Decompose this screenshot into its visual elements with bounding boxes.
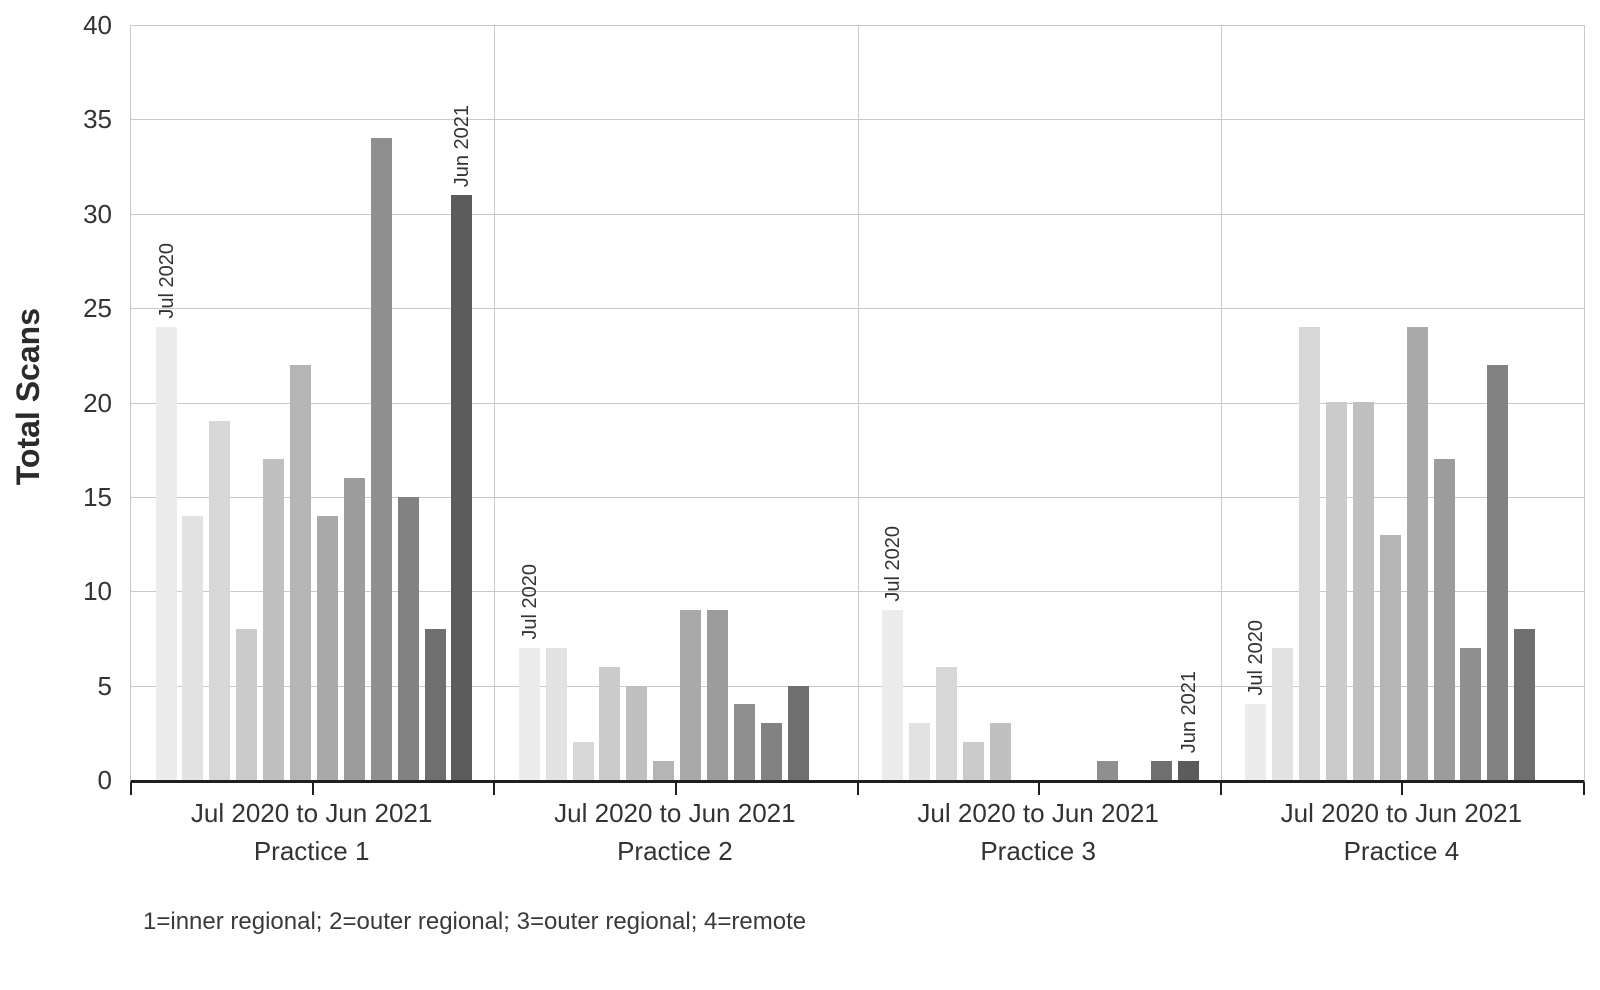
bar-practice2-feb2021 [707,610,728,780]
x-axis-tick [130,783,132,795]
bar-month-annotation: Jun 2021 [451,104,473,187]
bar-month-annotation: Jul 2020 [156,243,178,319]
bar-practice4-oct2020 [1326,402,1347,780]
y-tick-label: 10 [83,576,112,607]
bar-practice1-nov2020 [263,459,284,780]
bar-practice3-jun2021 [1178,761,1199,780]
group-label-period: Jul 2020 to Jun 2021 [190,798,433,828]
group-label-practice: Practice 4 [1343,836,1460,866]
bar-month-annotation: Jul 2020 [1245,620,1267,696]
bar-practice3-oct2020 [963,742,984,780]
bar-practice3-may2021 [1151,761,1172,780]
bar-practice2-mar2021 [734,704,755,780]
bar-practice2-jan2021 [680,610,701,780]
x-axis-tick [675,783,677,795]
bar-practice4-aug2020 [1272,648,1293,780]
bar-practice1-mar2021 [371,138,392,780]
bar-practice1-may2021 [425,629,446,780]
y-tick-label: 40 [83,10,112,40]
bar-month-annotation: Jul 2020 [519,564,541,640]
bar-practice1-oct2020 [236,629,257,780]
y-tick-label: 0 [97,765,112,795]
y-tick-label: 20 [83,387,112,418]
bar-practice3-nov2020 [990,723,1011,780]
bar-practice1-sep2020 [209,421,230,780]
bar-practice2-may2021 [788,686,809,780]
y-tick-label: 35 [83,104,112,135]
gridline [131,213,1584,215]
x-axis-tick [1401,783,1403,795]
bar-practice1-jan2021 [317,516,338,780]
x-axis-tick [1220,783,1222,795]
bar-practice4-jan2021 [1407,327,1428,780]
bar-practice2-nov2020 [626,686,647,780]
bar-practice1-jun2021 [451,195,472,780]
bar-practice2-sep2020 [573,742,594,780]
bar-practice3-sep2020 [936,667,957,780]
bar-practice2-apr2021 [761,723,782,780]
x-axis-tick [493,783,495,795]
bar-practice1-jul2020 [156,327,177,780]
x-axis-tick [857,783,859,795]
bar-practice1-aug2020 [182,516,203,780]
bar-practice4-may2021 [1514,629,1535,780]
group-label-practice: Practice 1 [253,836,370,866]
bar-practice4-nov2020 [1353,402,1374,780]
gridline [131,591,1584,593]
bar-month-annotation: Jun 2021 [1178,670,1200,753]
y-tick-label: 5 [97,670,112,701]
bar-practice1-dec2020 [290,365,311,780]
plot-area: Jul 2020 Jun 2021 Jul 2020 Jul 2020 Jun 2021… [130,25,1585,795]
bar-practice3-jul2020 [882,610,903,780]
gridline [131,308,1584,310]
bar-practice4-mar2021 [1460,648,1481,780]
bar-practice3-mar2021 [1097,761,1118,780]
bar-practice4-apr2021 [1487,365,1508,780]
group-label-period: Jul 2020 to Jun 2021 [554,798,796,828]
bar-month-annotation: Jul 2020 [882,526,904,602]
group-label-period: Jul 2020 to Jun 2021 [917,798,1159,828]
y-tick-label: 30 [83,198,112,229]
bar-practice4-dec2020 [1380,535,1401,780]
x-axis-tick [1038,783,1040,795]
gridline [131,402,1584,404]
panel-separator [858,25,859,780]
bar-practice4-feb2021 [1434,459,1455,780]
group-label-practice: Practice 2 [617,836,733,866]
gridline [131,25,1584,26]
y-axis-title: Total Scans [10,308,46,486]
bar-practice2-oct2020 [599,667,620,780]
bar-practice2-dec2020 [653,761,674,780]
bar-practice1-apr2021 [398,497,419,780]
x-axis-tick [312,783,314,795]
bar-practice4-jul2020 [1245,704,1266,780]
bar-practice1-feb2021 [344,478,365,780]
bar-practice2-jul2020 [519,648,540,780]
panel-separator [1221,25,1222,780]
panel-separator [494,25,495,780]
bar-practice2-aug2020 [546,648,567,780]
footnote: 1=inner regional; 2=outer regional; 3=ou… [143,908,807,935]
gridline [131,685,1584,687]
x-axis-tick [1583,783,1585,795]
y-tick-label: 25 [83,293,112,324]
group-label-practice: Practice 3 [980,836,1096,866]
bar-practice4-sep2020 [1299,327,1320,780]
y-tick-label: 15 [83,481,112,512]
group-label-period: Jul 2020 to Jun 2021 [1280,798,1523,828]
gridline [131,496,1584,498]
bar-practice3-aug2020 [909,723,930,780]
gridline [131,119,1584,121]
